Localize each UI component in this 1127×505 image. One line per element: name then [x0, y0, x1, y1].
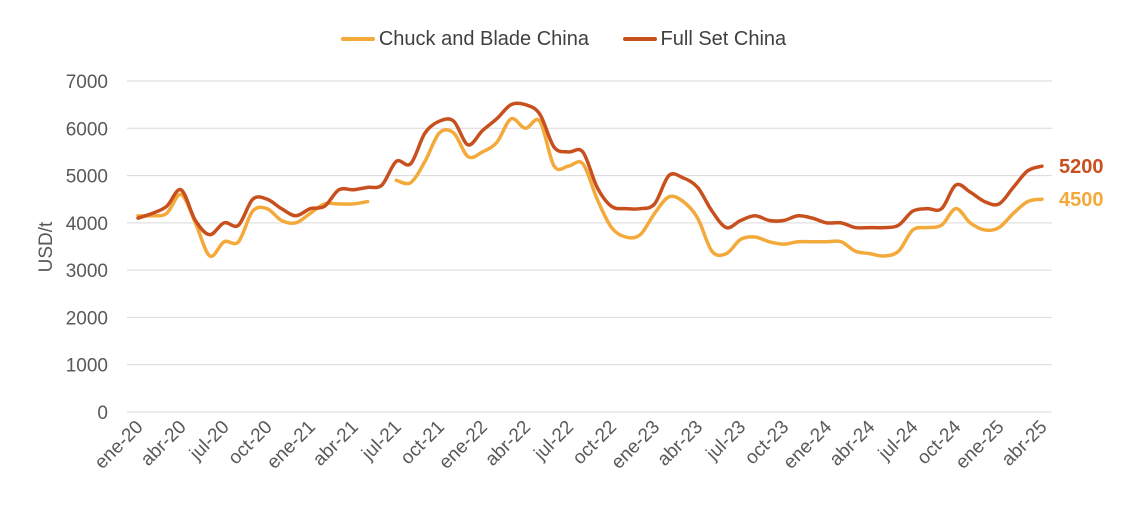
y-tick-label: 4000 [66, 214, 108, 235]
legend-item-fullset: Full Set China [622, 27, 787, 51]
y-tick-label: 2000 [66, 308, 108, 329]
y-tick-label: 7000 [66, 72, 108, 93]
series-line-fullset [136, 101, 1044, 237]
x-tick-label: ene-20 [91, 417, 148, 474]
x-tick-label: ene-25 [952, 417, 1009, 474]
end-label-chuck: 4500 [1059, 189, 1104, 211]
x-tick-label: abr-23 [653, 417, 707, 471]
x-tick-label: jul-20 [185, 417, 233, 465]
legend-label-chuck: Chuck and Blade China [378, 27, 589, 50]
x-tick-label: abr-25 [998, 417, 1052, 471]
x-tick-label: jul-24 [874, 416, 923, 465]
x-tick-label: jul-23 [702, 417, 750, 465]
y-axis-ticks: 7000 6000 5000 4000 3000 2000 1000 0 [66, 72, 108, 424]
x-axis-ticks: ene-20abr-20jul-20oct-20ene-21abr-21jul-… [91, 416, 1052, 473]
end-labels: 4500 5200 [1059, 156, 1104, 211]
y-tick-label: 6000 [66, 119, 108, 140]
y-tick-label: 5000 [66, 167, 108, 188]
x-tick-label: jul-21 [357, 417, 405, 465]
y-axis-label: USD/t [36, 221, 57, 272]
x-tick-label: abr-24 [826, 416, 880, 470]
x-tick-label: abr-20 [137, 417, 191, 471]
series-line-chuck [136, 192, 370, 259]
x-tick-label: ene-22 [435, 417, 492, 474]
y-tick-label: 1000 [66, 356, 108, 377]
x-tick-label: abr-22 [481, 417, 535, 471]
y-tick-label: 0 [97, 403, 108, 424]
y-tick-label: 3000 [66, 261, 108, 282]
x-tick-label: ene-23 [607, 417, 664, 474]
legend-item-chuck: Chuck and Blade China [340, 27, 589, 51]
x-tick-label: ene-21 [263, 417, 320, 474]
series-line-chuck [394, 116, 1044, 258]
end-label-fullset: 5200 [1059, 156, 1104, 178]
x-tick-label: jul-22 [530, 417, 578, 465]
x-tick-label: abr-21 [309, 417, 363, 471]
legend: Chuck and Blade China Full Set China [0, 24, 1127, 51]
legend-swatch-fullset [622, 37, 657, 41]
x-tick-label: ene-24 [780, 416, 837, 473]
gridlines [127, 80, 1052, 413]
legend-swatch-chuck [340, 37, 375, 41]
series-lines [136, 101, 1044, 259]
legend-label-fullset: Full Set China [660, 27, 787, 50]
